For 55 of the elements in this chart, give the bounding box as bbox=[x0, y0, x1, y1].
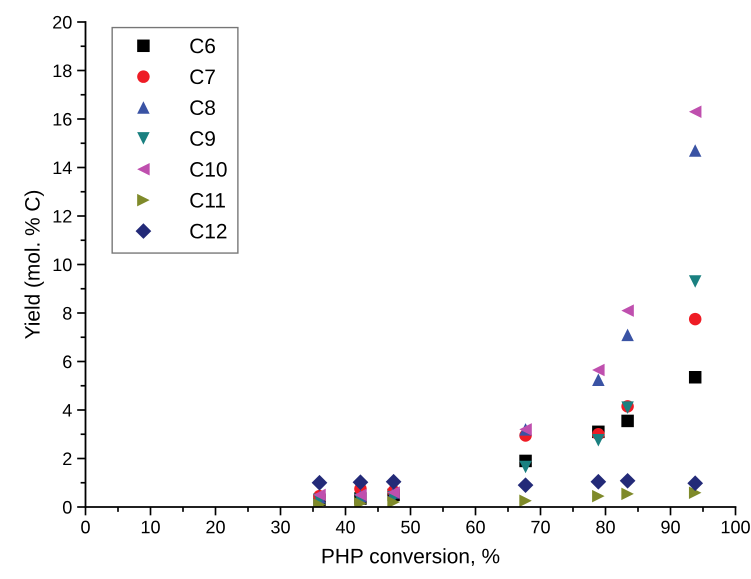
point bbox=[518, 477, 534, 494]
point bbox=[621, 414, 634, 428]
legend-label: C6 bbox=[190, 38, 215, 54]
legend-label: C12 bbox=[190, 224, 226, 239]
y-tick-label: 14 bbox=[54, 162, 72, 174]
point bbox=[386, 474, 402, 490]
point bbox=[592, 434, 605, 447]
x-tick-label: 0 bbox=[81, 520, 90, 534]
point bbox=[621, 328, 634, 342]
x-tick-label: 100 bbox=[722, 520, 750, 534]
point bbox=[592, 490, 605, 502]
point bbox=[688, 371, 702, 384]
y-tick-label: 4 bbox=[62, 404, 72, 417]
point bbox=[312, 474, 328, 491]
point bbox=[519, 494, 532, 507]
point bbox=[590, 474, 606, 490]
x-tick-label: 20 bbox=[206, 520, 225, 534]
point bbox=[688, 275, 702, 288]
point bbox=[352, 474, 368, 490]
x-tick-label: 30 bbox=[271, 520, 290, 534]
x-tick-label: 60 bbox=[466, 520, 485, 534]
y-tick-label: 20 bbox=[53, 16, 72, 29]
point bbox=[688, 144, 702, 157]
x-axis-title: PHP conversion, % bbox=[322, 548, 500, 566]
x-tick-label: 90 bbox=[661, 520, 680, 534]
legend-label: C9 bbox=[190, 131, 215, 146]
y-tick-label: 18 bbox=[54, 64, 72, 78]
legend-label: C11 bbox=[190, 192, 225, 208]
point bbox=[621, 488, 634, 500]
y-tick-label: 2 bbox=[63, 452, 72, 466]
point bbox=[687, 475, 704, 492]
y-tick-label: 10 bbox=[54, 258, 72, 272]
point bbox=[519, 460, 532, 474]
legend-label: C7 bbox=[190, 69, 215, 84]
y-tick-label: 6 bbox=[63, 355, 72, 368]
y-tick-label: 0 bbox=[62, 500, 72, 514]
point bbox=[387, 496, 400, 507]
x-tick-label: 40 bbox=[336, 520, 355, 534]
point bbox=[621, 304, 634, 317]
point bbox=[620, 472, 636, 489]
x-tick-label: 10 bbox=[142, 520, 160, 534]
point bbox=[592, 364, 605, 376]
y-tick-label: 8 bbox=[63, 306, 72, 320]
point bbox=[688, 105, 702, 118]
y-axis-title: Yield (mol. % C) bbox=[24, 190, 44, 339]
point bbox=[592, 373, 605, 386]
x-tick-label: 80 bbox=[596, 520, 615, 534]
point bbox=[688, 312, 702, 326]
legend-label: C8 bbox=[190, 100, 215, 116]
legend-label: C10 bbox=[190, 162, 227, 177]
x-tick-label: 50 bbox=[401, 520, 420, 534]
point bbox=[688, 486, 702, 499]
x-tick-label: 70 bbox=[531, 520, 550, 534]
y-tick-label: 12 bbox=[54, 210, 72, 223]
y-tick-label: 16 bbox=[54, 112, 72, 126]
